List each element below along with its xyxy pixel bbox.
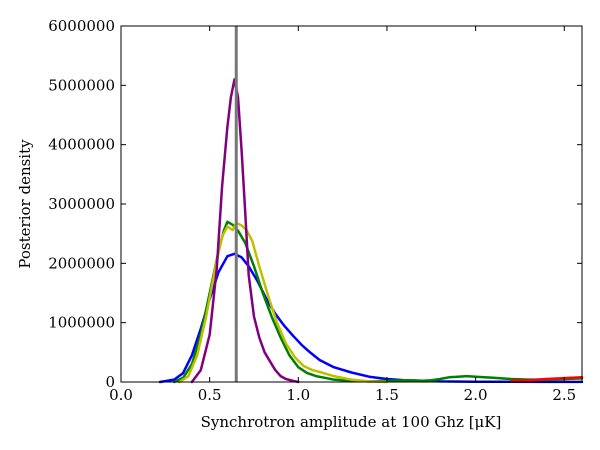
x-tick-label: 2.0 — [464, 386, 488, 404]
series-line-2 — [172, 220, 584, 384]
x-axis-label: Synchrotron amplitude at 100 Ghz [μK] — [201, 413, 502, 431]
x-tick-label: 0.0 — [109, 386, 133, 404]
series-line-3 — [178, 221, 389, 384]
x-tick-label: 1.0 — [286, 386, 310, 404]
y-tick-label: 4000000 — [48, 136, 115, 154]
y-axis-label: Posterior density — [16, 139, 34, 269]
y-tick-label: 1000000 — [48, 314, 115, 332]
series-line-5 — [509, 376, 584, 383]
x-tick-label: 2.5 — [552, 386, 576, 404]
ticks-layer: 0.0 0.5 1.0 1.5 2.0 2.5 0 1000000 2000000 3000000… — [48, 17, 582, 404]
y-tick-label: 0 — [105, 373, 115, 391]
x-tick-label: 1.5 — [375, 386, 399, 404]
y-tick-label: 3000000 — [48, 195, 115, 213]
y-tick-label: 6000000 — [48, 17, 115, 35]
series-line-4 — [190, 78, 300, 384]
series-layer — [158, 78, 584, 384]
plot-frame — [120, 25, 583, 383]
y-tick-label: 5000000 — [48, 76, 115, 94]
x-tick-label: 0.5 — [198, 386, 222, 404]
y-tick-label: 2000000 — [48, 254, 115, 272]
plot-background — [121, 26, 582, 382]
